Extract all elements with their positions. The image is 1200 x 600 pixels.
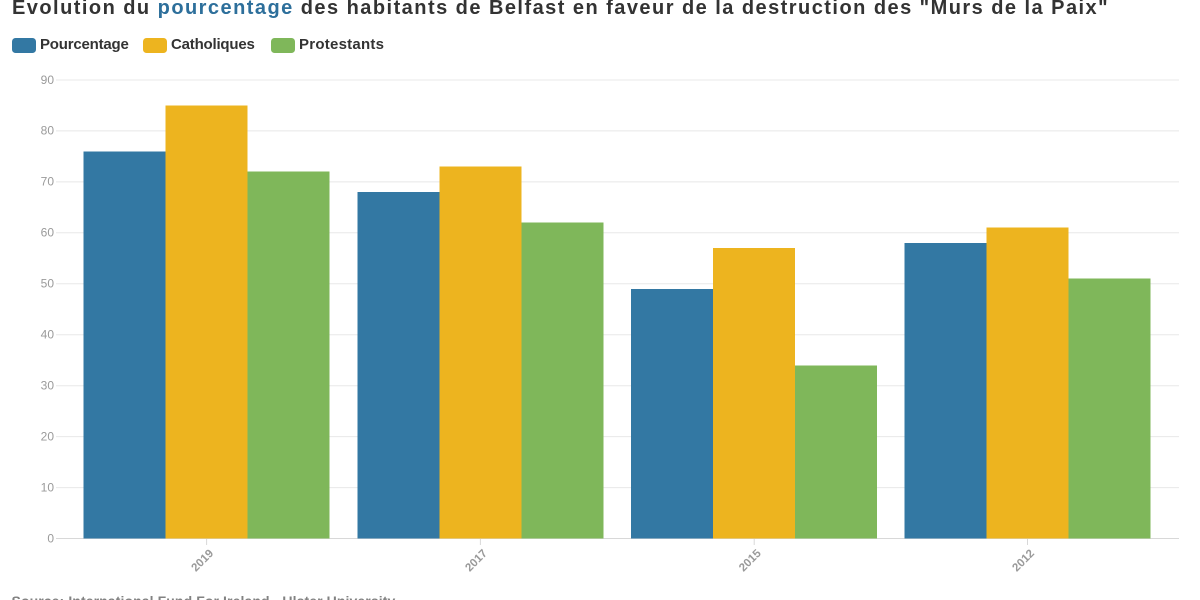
svg-text:90: 90 <box>41 73 55 87</box>
svg-text:40: 40 <box>41 328 55 342</box>
svg-text:2015: 2015 <box>737 547 764 574</box>
svg-text:50: 50 <box>41 277 55 291</box>
svg-text:2012: 2012 <box>1010 548 1037 575</box>
svg-text:80: 80 <box>41 124 55 138</box>
svg-text:60: 60 <box>41 226 55 240</box>
svg-text:70: 70 <box>41 175 55 189</box>
svg-text:30: 30 <box>41 379 55 393</box>
svg-text:20: 20 <box>41 429 55 443</box>
svg-text:0: 0 <box>47 531 54 545</box>
svg-text:2017: 2017 <box>463 548 490 575</box>
svg-text:10: 10 <box>41 480 55 494</box>
svg-text:2019: 2019 <box>190 548 217 575</box>
